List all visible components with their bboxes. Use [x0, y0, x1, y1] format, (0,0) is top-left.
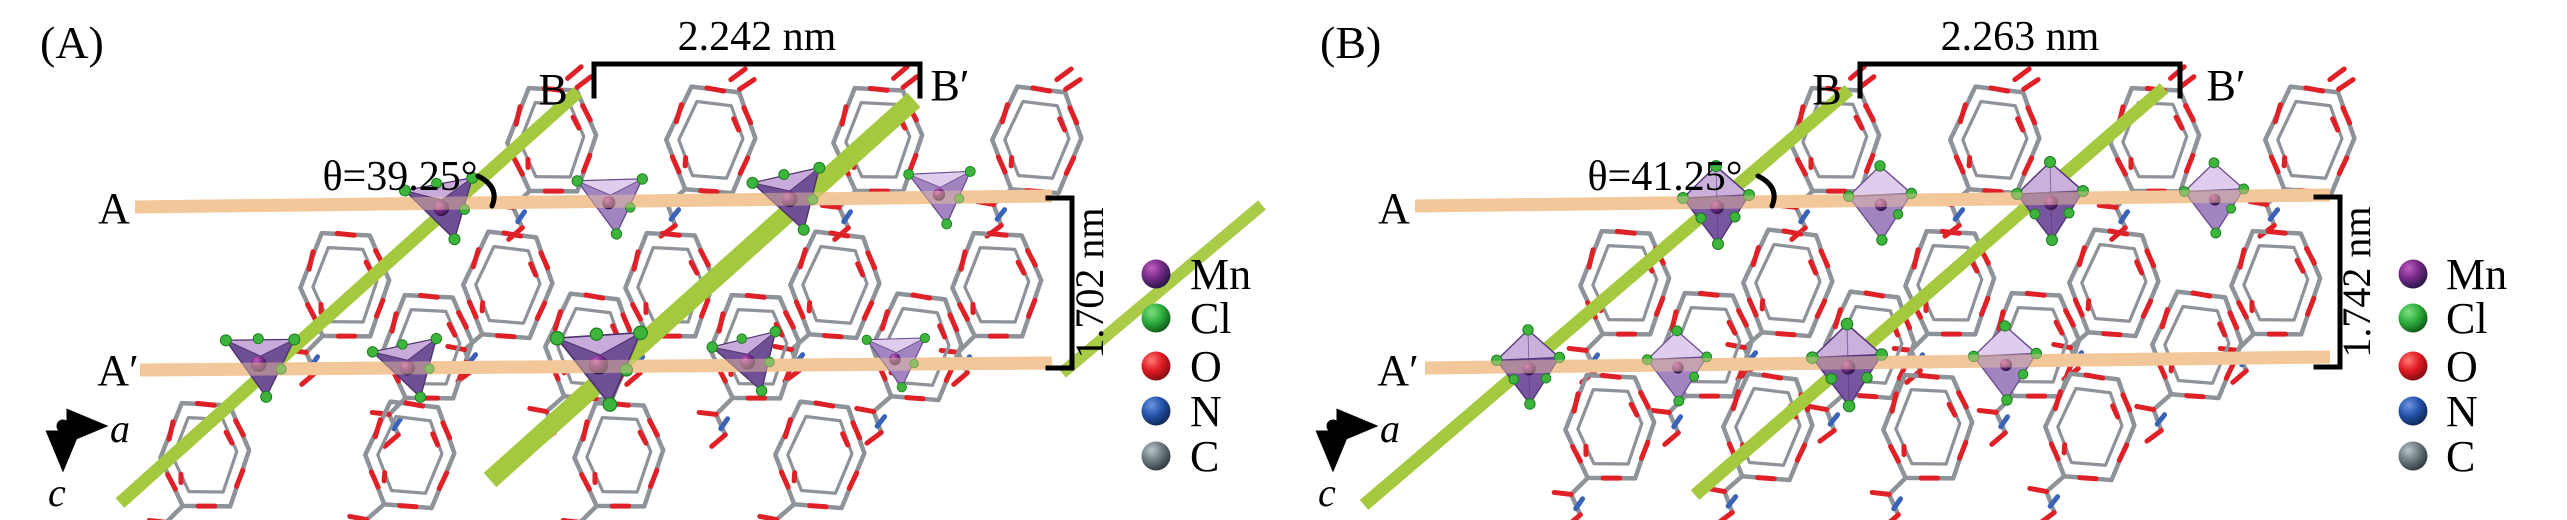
- lattice-plane-stripe: [1690, 83, 2169, 500]
- panel-a-label: (A): [40, 17, 104, 68]
- height-bracket-b: [2313, 194, 2343, 370]
- panel-b-label: (B): [1320, 17, 1381, 68]
- panel-art: [115, 65, 1266, 520]
- panel-a-annotations: (A) 2.242 nm B B′ θ=39.25° A A′ 1.702 nm…: [40, 14, 1112, 515]
- width-label-a: 2.242 nm: [678, 14, 837, 60]
- macrocycle-molecule: [795, 65, 951, 240]
- legend-color-sphere-o: [2398, 351, 2428, 381]
- legend-element-label: N: [1190, 387, 1222, 436]
- legend-element-label: Cl: [2446, 294, 2488, 343]
- lattice-plane-stripe: [1359, 85, 1854, 510]
- legend-element-label: O: [1190, 342, 1222, 391]
- lattice-plane-stripe: [483, 92, 921, 488]
- layer-a-prime-label: A′: [97, 346, 138, 395]
- layer-plane-band-overlay: [1425, 350, 2330, 375]
- layer-a-label-b: A: [1378, 184, 1410, 233]
- legend-color-sphere-o: [1141, 351, 1171, 381]
- legend-element-label: C: [2446, 432, 2475, 481]
- legend-color-sphere-c: [1141, 441, 1171, 471]
- panel-art: [1359, 65, 2378, 520]
- plane-b-label-b: B: [1812, 65, 1841, 114]
- lattice-plane-stripe: [115, 87, 583, 508]
- macrocycle-molecule: [1847, 362, 1992, 520]
- legend-element-label: C: [1190, 432, 1219, 481]
- axis-c-label: c: [48, 470, 66, 515]
- layer-plane-band-overlay: [140, 356, 1052, 377]
- legend-color-sphere-cl: [1141, 303, 1171, 333]
- legend-element-label: Mn: [2446, 250, 2507, 299]
- plane-b-prime-label-a: B′: [931, 61, 970, 110]
- legend-element-label: N: [2446, 387, 2478, 436]
- width-label-b: 2.263 nm: [1941, 14, 2100, 60]
- macrocycle-molecule: [331, 392, 468, 520]
- legend-color-sphere-c: [2398, 441, 2428, 471]
- legend-color-sphere-mn: [2398, 259, 2428, 289]
- axis-a-label: a: [110, 406, 130, 451]
- macrocycle-molecule: [124, 390, 269, 520]
- lattice-stripes: [115, 87, 1266, 508]
- plane-b-prime-label-b: B′: [2207, 61, 2246, 110]
- width-bracket-a: [591, 61, 923, 99]
- legend-element-label: O: [2446, 342, 2478, 391]
- macrocycle-molecules: [1529, 65, 2378, 520]
- theta-angle-label-b: θ=41.25°: [1587, 154, 1742, 200]
- legend-color-sphere-cl: [2398, 303, 2428, 333]
- axis-a-label-b: a: [1380, 406, 1400, 451]
- legend-color-sphere-n: [1141, 396, 1171, 426]
- height-bracket-a: [1045, 195, 1075, 371]
- legend-color-sphere-n: [2398, 396, 2428, 426]
- legend-element-label: Cl: [1190, 294, 1232, 343]
- legend-element-label: Mn: [1190, 250, 1251, 299]
- lattice-plane-stripe: [1058, 200, 1266, 378]
- lattice-stripes: [1359, 83, 2169, 510]
- layer-a-label: A: [98, 184, 130, 233]
- macrocycle-molecule: [741, 392, 878, 520]
- layer-plane-band-overlay: [1415, 188, 2330, 213]
- height-label-a: 1.702 nm: [1067, 207, 1112, 358]
- macrocycle-molecule: [631, 68, 778, 237]
- macrocycle-molecules: [124, 65, 1105, 520]
- angle-arc-a: [475, 173, 497, 209]
- macrocycle-molecule: [429, 222, 566, 382]
- legend-color-sphere-mn: [1141, 259, 1171, 289]
- macrocycle-molecule: [1529, 362, 1674, 520]
- theta-angle-label-a: θ=39.25°: [322, 154, 477, 200]
- layer-plane-band-overlay: [135, 189, 1052, 214]
- macrocycle-molecule: [2011, 364, 2148, 520]
- axis-indicator-b: a c: [1315, 406, 1400, 515]
- height-label-b: 1.742 nm: [2334, 206, 2379, 357]
- axis-c-label-b: c: [1318, 470, 1336, 515]
- width-bracket-b: [1857, 61, 2183, 99]
- angle-arc-b: [1755, 173, 1777, 209]
- plane-b-label-a: B: [538, 65, 567, 114]
- crystal-packing-art: [115, 65, 2378, 520]
- layer-a-prime-label-b: A′: [1377, 346, 1418, 395]
- axis-indicator-a: a c: [45, 406, 130, 515]
- panel-b-annotations: (B) 2.263 nm B B′ θ=41.25° A A′ 1.742 nm…: [1315, 14, 2379, 515]
